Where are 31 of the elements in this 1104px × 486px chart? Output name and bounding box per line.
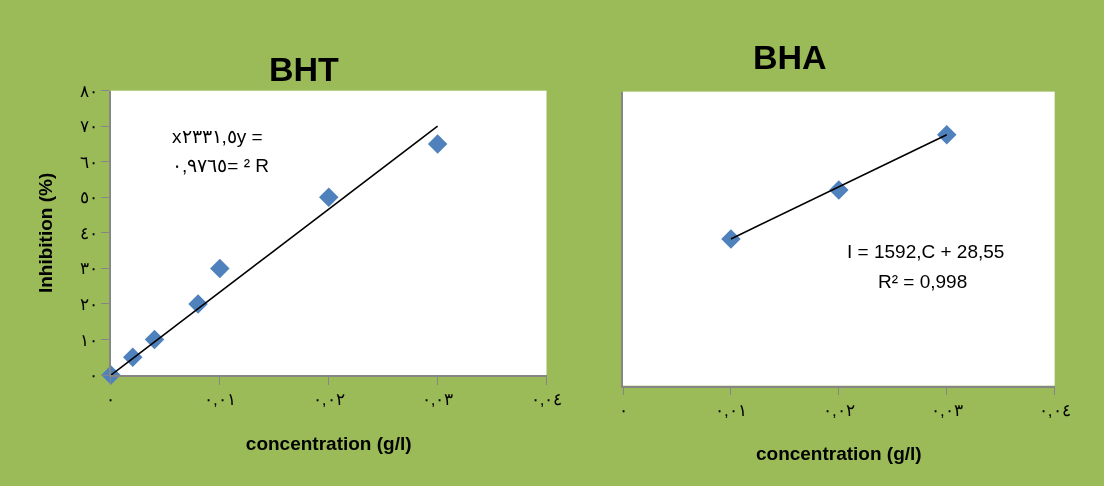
y-tick-label: ٦٠	[79, 152, 98, 172]
x-axis-title: concentration (g/l)	[245, 432, 412, 454]
x-tick-label: ٠,٠١	[203, 390, 236, 410]
y-axis-title: Inhibition (%)	[35, 172, 57, 294]
annotation: R² = 0,998	[878, 271, 968, 292]
y-tick-label: ٨٠	[79, 81, 98, 101]
annotation: I = 1592,C + 28,55	[847, 241, 1005, 262]
point	[318, 187, 339, 208]
y-tick-label: ٤٠	[79, 223, 98, 243]
x-tick-label: ٠,٠٣	[421, 390, 454, 410]
point	[210, 258, 230, 279]
x-tick-label: ٠,٠٤	[1038, 400, 1071, 420]
y-tick-label: ٣٠	[79, 259, 98, 279]
x-tick-label: ٠,٠٢	[312, 390, 345, 410]
x-tick-label: ٠	[618, 400, 628, 420]
point	[427, 134, 448, 154]
x-tick-label: ٠,٠٣	[930, 400, 963, 420]
y-tick-label: ٢٠	[79, 294, 98, 314]
y-tick-label: ٠	[88, 366, 98, 386]
chart-title: BHT	[269, 50, 340, 88]
x-tick-label: ٠,٠٤	[530, 390, 563, 410]
chart-title: BHA	[753, 38, 827, 76]
x-tick-label: ٠,٠١	[715, 400, 747, 420]
x-tick-label: ٠,٠٢	[822, 400, 855, 420]
x-tick-label: ٠	[106, 390, 116, 410]
x-axis-title: concentration (g/l)	[755, 443, 922, 465]
y-tick-label: ٧٠	[79, 117, 98, 137]
annotation: x٢٣٣١,٥y =	[172, 126, 263, 147]
y-tick-label: ١٠	[79, 330, 98, 350]
y-tick-label: ٥٠	[79, 188, 98, 208]
annotation: ٠,٩٧٦٥= ² R	[172, 155, 269, 176]
